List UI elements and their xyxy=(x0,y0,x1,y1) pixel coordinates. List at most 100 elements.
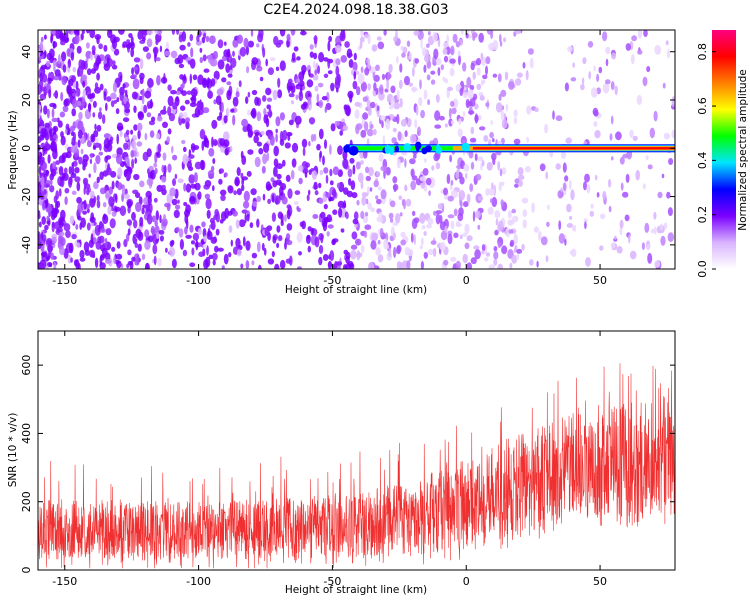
y-tick-label: -40 xyxy=(20,236,33,254)
spectrogram-cell xyxy=(161,188,167,196)
spectrogram-cell xyxy=(522,219,527,229)
spectrogram-cell xyxy=(313,35,318,45)
spectrogram-cell xyxy=(154,167,158,175)
spectrogram-cell xyxy=(590,87,598,98)
spectrogram-cell xyxy=(99,255,103,266)
spectrogram-cell xyxy=(63,223,71,232)
spectrogram-cell xyxy=(225,63,231,74)
spectrogram-cell xyxy=(176,30,180,35)
spectrogram-cell xyxy=(42,157,45,162)
spectrogram-cell xyxy=(348,178,352,186)
spectrogram-cell xyxy=(307,245,311,253)
spectrogram-cell xyxy=(137,129,141,140)
spectrogram-cell xyxy=(498,93,502,101)
spectrogram-cell xyxy=(199,57,203,64)
spectrogram-cell xyxy=(594,130,601,139)
spectrogram-cell xyxy=(448,118,453,127)
spectrogram-cell xyxy=(163,214,166,220)
spectrogram-cell xyxy=(124,108,131,114)
spectrogram-cell xyxy=(254,96,259,106)
spectrogram-cell xyxy=(214,245,219,253)
spectrogram-cell xyxy=(144,229,150,239)
spectrogram-cell xyxy=(322,155,325,166)
spectrogram-cell xyxy=(386,79,390,90)
spectrogram-cell xyxy=(388,247,392,258)
spectrogram-cell xyxy=(513,248,517,254)
spectrogram-cell xyxy=(172,154,178,161)
spectrogram-cell xyxy=(360,129,367,138)
spectrogram-cell xyxy=(286,39,290,48)
spectrogram-cell xyxy=(215,95,222,105)
spectrogram-cell xyxy=(342,150,348,160)
spectrogram-cell xyxy=(450,120,454,125)
spectrogram-cell xyxy=(424,54,431,63)
spectrogram-cell xyxy=(99,107,102,112)
spectrogram-cell xyxy=(494,210,501,219)
spectrogram-cell xyxy=(624,214,630,222)
spectrogram-cell xyxy=(378,91,385,101)
spectrogram-cell xyxy=(96,72,100,81)
spectrogram-cell xyxy=(435,210,442,215)
spectrogram-cell xyxy=(376,216,384,223)
spectrogram-cell xyxy=(596,73,600,82)
spectrogram-cell xyxy=(38,136,42,144)
spectrogram-cell xyxy=(132,78,140,90)
spectrogram-cell xyxy=(119,205,127,217)
spectrogram-cell xyxy=(175,90,181,96)
signal-band-core xyxy=(472,147,675,150)
spectrogram-cell xyxy=(373,180,379,188)
spectrogram-cell xyxy=(131,140,137,149)
spectrogram-cell xyxy=(147,195,152,206)
spectrogram-cell xyxy=(228,225,233,233)
spectrogram-cell xyxy=(58,166,64,176)
spectrogram-cell xyxy=(224,172,228,178)
spectrogram-cell xyxy=(175,204,181,210)
spectrogram-cell xyxy=(666,191,671,199)
spectrogram-cell xyxy=(241,118,249,127)
spectrogram-cell xyxy=(65,151,72,159)
spectrogram-cell xyxy=(51,117,59,123)
spectrogram-cell xyxy=(58,220,64,228)
spectrogram-cell xyxy=(409,52,412,60)
spectrogram-cell xyxy=(469,183,474,192)
colorbar-tick-label: 0.8 xyxy=(696,43,709,61)
spectrogram-cell xyxy=(133,105,137,113)
spectrogram-cell xyxy=(389,218,394,223)
spectrogram-cell xyxy=(500,110,505,121)
spectrogram-cell xyxy=(70,51,75,61)
spectrogram-cell xyxy=(415,105,419,116)
spectrogram-cell xyxy=(80,217,86,228)
spectrogram-cell xyxy=(620,182,624,191)
spectrogram-cell xyxy=(256,218,260,228)
spectrogram-cell xyxy=(242,236,246,247)
spectrogram-cell xyxy=(389,200,396,208)
spectrogram-cell xyxy=(61,75,67,86)
spectrogram-cell xyxy=(479,95,485,101)
spectrogram-cell xyxy=(241,209,248,214)
spectrogram-cell xyxy=(146,30,153,35)
spectrogram-cell xyxy=(342,125,349,132)
x-tick-label: 50 xyxy=(593,575,607,588)
spectrogram-cell xyxy=(319,150,323,159)
spectrogram-cell xyxy=(168,246,176,257)
spectrogram-cell xyxy=(39,72,44,82)
spectrogram-cell xyxy=(359,160,364,165)
spectrogram-cell xyxy=(76,45,82,54)
spectrogram-cell xyxy=(608,205,612,213)
spectrogram-cell xyxy=(378,153,384,163)
spectrogram-cell xyxy=(149,169,156,180)
spectrogram-cell xyxy=(474,153,478,161)
spectrogram-cell xyxy=(412,210,416,216)
spectrogram-cell xyxy=(308,169,312,176)
spectrogram-cell xyxy=(159,235,164,242)
spectrogram-cell xyxy=(659,223,664,231)
spectrogram-cell xyxy=(332,209,338,215)
spectrogram-cell xyxy=(382,135,386,146)
spectrogram-cell xyxy=(126,233,130,242)
spectrogram-cell xyxy=(284,142,291,149)
spectrogram-cell xyxy=(207,170,215,178)
spectrogram-cell xyxy=(256,241,261,253)
spectrogram-cell xyxy=(309,44,314,50)
spectrogram-cell xyxy=(311,227,314,235)
spectrogram-cell xyxy=(649,127,655,139)
